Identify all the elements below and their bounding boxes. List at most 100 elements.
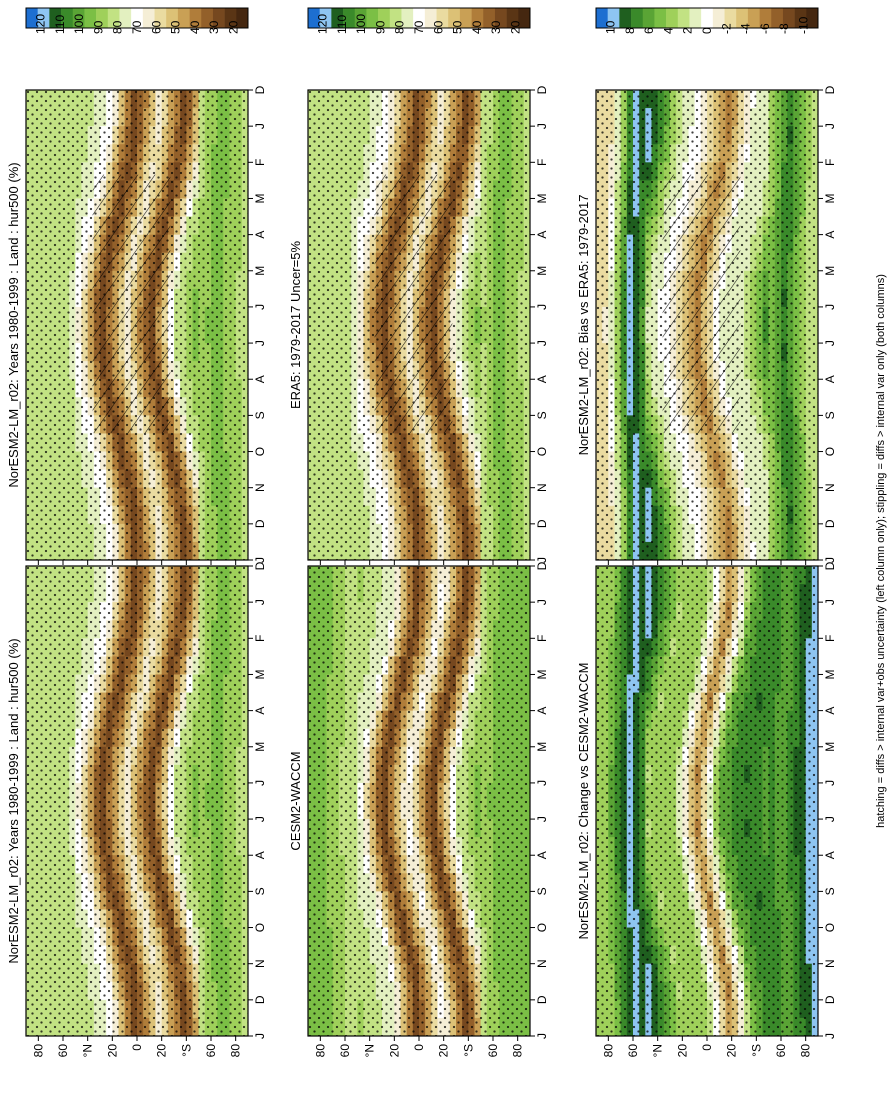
lat-tick-label: °S	[179, 1044, 193, 1057]
month-tick-label: A	[535, 707, 549, 715]
month-tick-label: J	[253, 780, 267, 786]
month-tick-label: M	[535, 266, 549, 276]
lat-tick-label: 0	[412, 1044, 426, 1051]
lat-tick-label: 80	[313, 1044, 327, 1058]
stippling-overlay	[26, 566, 248, 1036]
stippling-overlay	[308, 566, 530, 1036]
lat-axis: 80 60 °N 20 0 20 °S 60 80	[31, 1036, 243, 1058]
month-tick-label: J	[823, 304, 837, 310]
month-tick-label: F	[253, 635, 267, 642]
month-tick-label: J	[823, 123, 837, 129]
heatmap-panel: 8060°N20020°S6080DJFMAMJJASONDJNorESM2-L…	[576, 85, 837, 581]
month-tick-label: D	[535, 519, 549, 528]
month-tick-label: F	[253, 159, 267, 166]
month-tick-label: M	[253, 742, 267, 752]
panel-title: NorESM2-LM_r02: Years 1980-1999 : Land :…	[6, 162, 21, 487]
lat-tick-label: °N	[81, 1044, 95, 1057]
month-tick-label: O	[823, 447, 837, 456]
month-tick-label: A	[535, 375, 549, 383]
month-tick-label: S	[535, 887, 549, 895]
month-tick-label: J	[823, 340, 837, 346]
month-tick-label: N	[535, 483, 549, 492]
lat-tick-label: 60	[204, 1044, 218, 1058]
month-tick-label: A	[535, 851, 549, 859]
lat-tick-label: °S	[461, 1044, 475, 1057]
month-tick-label: J	[535, 599, 549, 605]
hatching-overlay	[662, 174, 741, 434]
lat-tick-label: 0	[130, 1044, 144, 1051]
month-tick-label: O	[535, 447, 549, 456]
month-tick-label: J	[535, 557, 549, 563]
month-tick-label: D	[535, 85, 549, 94]
panels-layer: 8060°N20020°S6080DJFMAMJJASONDJNorESM2-L…	[6, 85, 837, 1057]
month-tick-label: M	[535, 193, 549, 203]
month-tick-label: N	[823, 483, 837, 492]
month-tick-label: F	[535, 159, 549, 166]
month-tick-label: J	[253, 599, 267, 605]
month-tick-label: S	[253, 411, 267, 419]
month-tick-label: J	[535, 816, 549, 822]
month-tick-label: S	[535, 411, 549, 419]
month-tick-label: N	[253, 959, 267, 968]
month-tick-label: D	[823, 85, 837, 94]
month-tick-label: F	[535, 635, 549, 642]
month-tick-label: A	[253, 707, 267, 715]
month-tick-label: M	[253, 266, 267, 276]
month-tick-label: J	[253, 304, 267, 310]
month-tick-label: D	[253, 995, 267, 1004]
month-tick-label: N	[253, 483, 267, 492]
month-tick-label: A	[253, 231, 267, 239]
month-tick-label: M	[823, 266, 837, 276]
month-tick-label: A	[823, 375, 837, 383]
month-tick-label: M	[253, 669, 267, 679]
month-tick-label: S	[253, 887, 267, 895]
lat-tick-label: 80	[229, 1044, 243, 1058]
month-tick-label: J	[253, 1033, 267, 1039]
month-axis: D J F M A M J J A S O N D J	[248, 85, 267, 563]
lat-tick-label: °N	[363, 1044, 377, 1057]
month-tick-label: J	[253, 123, 267, 129]
lat-tick-label: 20	[105, 1044, 119, 1058]
month-tick-label: M	[253, 193, 267, 203]
lat-tick-label: 20	[155, 1044, 169, 1058]
month-tick-label: O	[535, 923, 549, 932]
month-tick-label: S	[823, 411, 837, 419]
panel-title: NorESM2-LM_r02: Years 1980-1999 : Land :…	[6, 638, 21, 963]
lat-tick-label: 20	[437, 1044, 451, 1058]
month-tick-label: D	[535, 561, 549, 570]
heatmap-panel: 80 60 °N 20 0 20 °S 60 80DJFMAMJJASONDJCESM2-WAC…	[288, 561, 549, 1057]
panel-title: ERA5: 1979-2017 Uncer=5%	[288, 241, 303, 409]
hatching-overlay	[92, 174, 171, 434]
month-tick-label: J	[535, 123, 549, 129]
month-tick-label: M	[535, 742, 549, 752]
lat-tick-label: 60	[56, 1044, 70, 1058]
lat-tick-label: 60	[338, 1044, 352, 1058]
month-tick-label: J	[253, 340, 267, 346]
month-tick-label: J	[535, 1033, 549, 1039]
month-tick-label: J	[253, 816, 267, 822]
month-tick-label: D	[535, 995, 549, 1004]
month-tick-label: J	[535, 340, 549, 346]
month-tick-label: D	[253, 85, 267, 94]
month-tick-label: M	[535, 669, 549, 679]
month-tick-label: A	[253, 375, 267, 383]
month-tick-label: O	[253, 447, 267, 456]
month-tick-label: A	[535, 231, 549, 239]
month-tick-label: O	[253, 923, 267, 932]
month-tick-label: J	[253, 557, 267, 563]
month-tick-label: F	[823, 159, 837, 166]
lat-tick-label: 80	[511, 1044, 525, 1058]
month-tick-label: D	[253, 519, 267, 528]
panel-title: CESM2-WACCM	[288, 751, 303, 850]
lat-tick-label: 80	[31, 1044, 45, 1058]
panel-title: NorESM2-LM_r02: Bias vs ERA5: 1979-2017	[576, 195, 591, 456]
hatching-overlay	[374, 174, 453, 434]
